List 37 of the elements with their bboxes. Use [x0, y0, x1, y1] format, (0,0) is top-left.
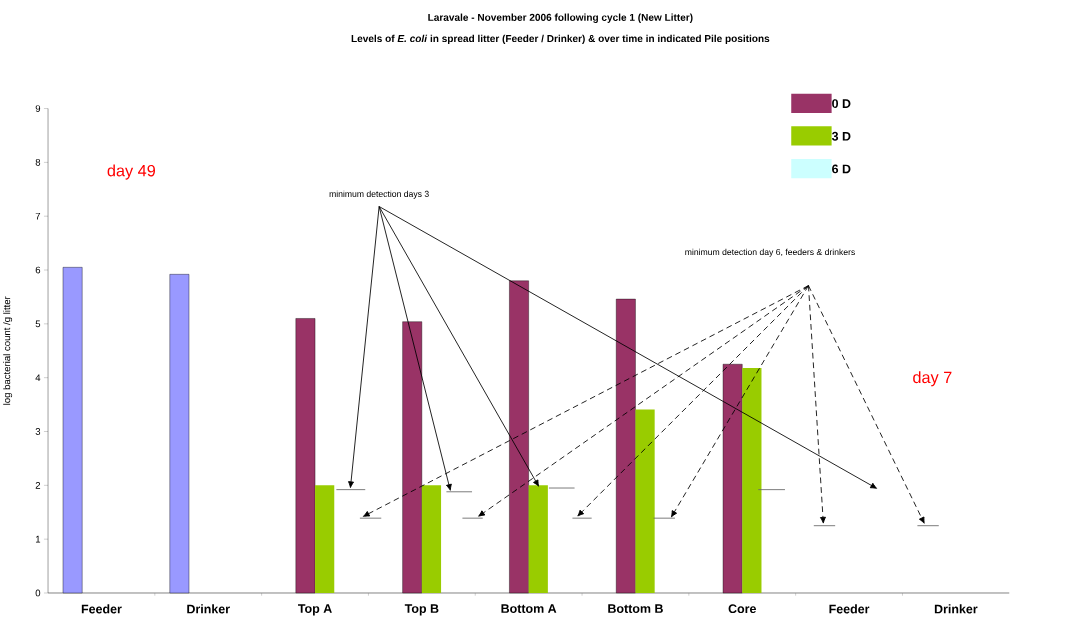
bar [421, 485, 442, 594]
bar [528, 485, 548, 594]
x-tick-label: Core [728, 604, 757, 614]
legend-label: 0 D [832, 99, 851, 109]
bar [742, 368, 762, 594]
chart-title: Laravale - November 2006 following cycle 1 (New Litter) [428, 13, 693, 24]
legend-label: 3 D [831, 132, 851, 141]
y-axis-title: log bacterial count /g litter [3, 296, 13, 405]
y-tick-label: 6 [35, 266, 41, 274]
bar [62, 267, 83, 594]
x-tick-label: Bottom B [608, 604, 663, 614]
chart-subtitle: Levels of E. coli in spread litter (Feeder / Drinker) & over time in indicated Pile positions [351, 34, 770, 45]
y-tick-label: 2 [35, 482, 41, 489]
bar [295, 318, 316, 594]
y-tick-label: 1 [35, 536, 41, 543]
annotation: day 49 [107, 164, 155, 180]
x-tick-label: Feeder [81, 604, 122, 614]
y-tick-label: 0 [35, 589, 41, 597]
y-tick-label: 9 [35, 105, 41, 113]
x-tick-label: Drinker [934, 604, 978, 614]
x-tick-label: Bottom A [501, 604, 557, 614]
bar [315, 485, 335, 594]
y-tick-label: 7 [35, 213, 41, 220]
y-tick-label: 5 [35, 320, 41, 328]
x-tick-label: Top B [404, 604, 439, 616]
annotation: day 7 [913, 371, 952, 387]
x-tick-label: Top A [298, 604, 332, 616]
annotation: minimum detection day 6, feeders & drinkers [685, 248, 855, 257]
x-tick-label: Feeder [829, 604, 870, 614]
y-tick-label: 8 [35, 159, 41, 166]
bar [169, 274, 190, 594]
x-tick-label: Drinker [187, 604, 230, 614]
annotation: minimum detection days 3 [329, 190, 429, 199]
y-tick-label: 4 [35, 374, 41, 382]
legend-label: 6 D [832, 164, 851, 174]
bar [635, 409, 655, 594]
y-tick-label: 3 [35, 428, 41, 436]
